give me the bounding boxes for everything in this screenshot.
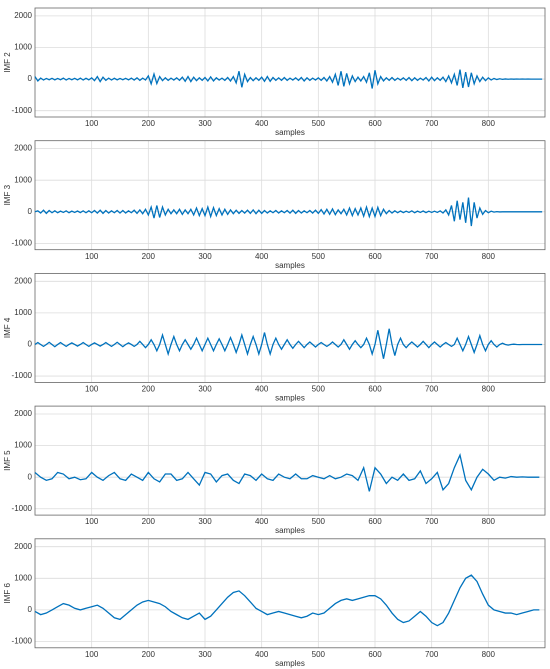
y-tick-label: 1000 <box>14 573 32 582</box>
y-tick-label: 0 <box>28 605 33 614</box>
plot-area <box>35 273 545 383</box>
y-tick-label: 1000 <box>14 441 32 450</box>
x-tick-label: 500 <box>312 119 326 128</box>
x-tick-label: 700 <box>425 252 439 261</box>
x-tick-label: 500 <box>312 650 326 659</box>
plot-frame <box>34 405 546 516</box>
x-tick-label: 400 <box>255 517 269 526</box>
y-tick-label: -1000 <box>12 637 33 646</box>
x-axis-label: samples <box>275 526 305 535</box>
x-tick-label: 100 <box>85 517 99 526</box>
signal-line <box>34 69 543 89</box>
y-tick-label: 2000 <box>14 11 32 20</box>
y-tick-label: 0 <box>28 340 33 349</box>
y-tick-label: 2000 <box>14 276 32 285</box>
x-tick-label: 600 <box>368 119 382 128</box>
plot-frame <box>34 7 546 118</box>
y-tick-label: 1000 <box>14 43 32 52</box>
plot-area <box>35 538 545 648</box>
x-tick-label: 700 <box>425 385 439 394</box>
x-tick-label: 800 <box>482 119 496 128</box>
x-tick-label: 100 <box>85 385 99 394</box>
signal-line <box>34 453 540 492</box>
x-tick-label: 800 <box>482 385 496 394</box>
x-tick-label: 400 <box>255 385 269 394</box>
y-tick-label: 1000 <box>14 308 32 317</box>
y-axis-label: IMF 2 <box>3 52 12 73</box>
x-tick-label: 400 <box>255 119 269 128</box>
x-tick-label: 200 <box>142 517 156 526</box>
plot-area <box>35 406 545 516</box>
y-tick-label: -1000 <box>12 106 33 115</box>
plot-frame <box>34 272 546 383</box>
x-tick-label: 600 <box>368 517 382 526</box>
y-tick-label: -1000 <box>12 238 33 247</box>
plot-area <box>35 8 545 117</box>
x-tick-label: 700 <box>425 650 439 659</box>
x-tick-label: 800 <box>482 252 496 261</box>
y-tick-label: -1000 <box>12 504 33 513</box>
x-tick-label: 200 <box>142 650 156 659</box>
y-tick-label: 0 <box>28 472 33 481</box>
x-tick-label: 300 <box>198 385 212 394</box>
y-axis-label: IMF 5 <box>3 450 12 471</box>
plot-area <box>35 140 545 250</box>
signal-line <box>34 574 540 627</box>
x-tick-label: 300 <box>198 119 212 128</box>
x-tick-label: 500 <box>312 517 326 526</box>
x-tick-label: 100 <box>85 650 99 659</box>
x-tick-label: 200 <box>142 252 156 261</box>
signal-line <box>34 328 543 359</box>
x-tick-label: 300 <box>198 252 212 261</box>
x-tick-label: 600 <box>368 252 382 261</box>
y-tick-label: 2000 <box>14 542 32 551</box>
x-tick-label: 800 <box>482 517 496 526</box>
x-tick-label: 700 <box>425 517 439 526</box>
x-tick-label: 300 <box>198 650 212 659</box>
x-axis-label: samples <box>275 394 305 403</box>
x-tick-label: 500 <box>312 252 326 261</box>
x-axis-label: samples <box>275 128 305 137</box>
x-tick-label: 300 <box>198 517 212 526</box>
y-tick-label: -1000 <box>12 371 33 380</box>
x-tick-label: 500 <box>312 385 326 394</box>
y-axis-label: IMF 4 <box>3 317 12 338</box>
x-tick-label: 400 <box>255 252 269 261</box>
y-tick-label: 2000 <box>14 144 32 153</box>
y-tick-label: 0 <box>28 207 33 216</box>
plot-frame <box>34 140 546 251</box>
y-axis-label: IMF 6 <box>3 583 12 604</box>
x-tick-label: 600 <box>368 650 382 659</box>
y-tick-label: 2000 <box>14 409 32 418</box>
x-tick-label: 100 <box>85 252 99 261</box>
y-axis-label: IMF 3 <box>3 184 12 205</box>
y-tick-label: 1000 <box>14 175 32 184</box>
x-axis-label: samples <box>275 261 305 270</box>
x-tick-label: 700 <box>425 119 439 128</box>
x-tick-label: 100 <box>85 119 99 128</box>
x-tick-label: 200 <box>142 385 156 394</box>
x-tick-label: 600 <box>368 385 382 394</box>
plot-frame <box>34 538 546 649</box>
signal-line <box>34 197 543 227</box>
y-tick-label: 0 <box>28 74 33 83</box>
x-tick-label: 200 <box>142 119 156 128</box>
x-tick-label: 800 <box>482 650 496 659</box>
x-axis-label: samples <box>275 659 305 668</box>
x-tick-label: 400 <box>255 650 269 659</box>
